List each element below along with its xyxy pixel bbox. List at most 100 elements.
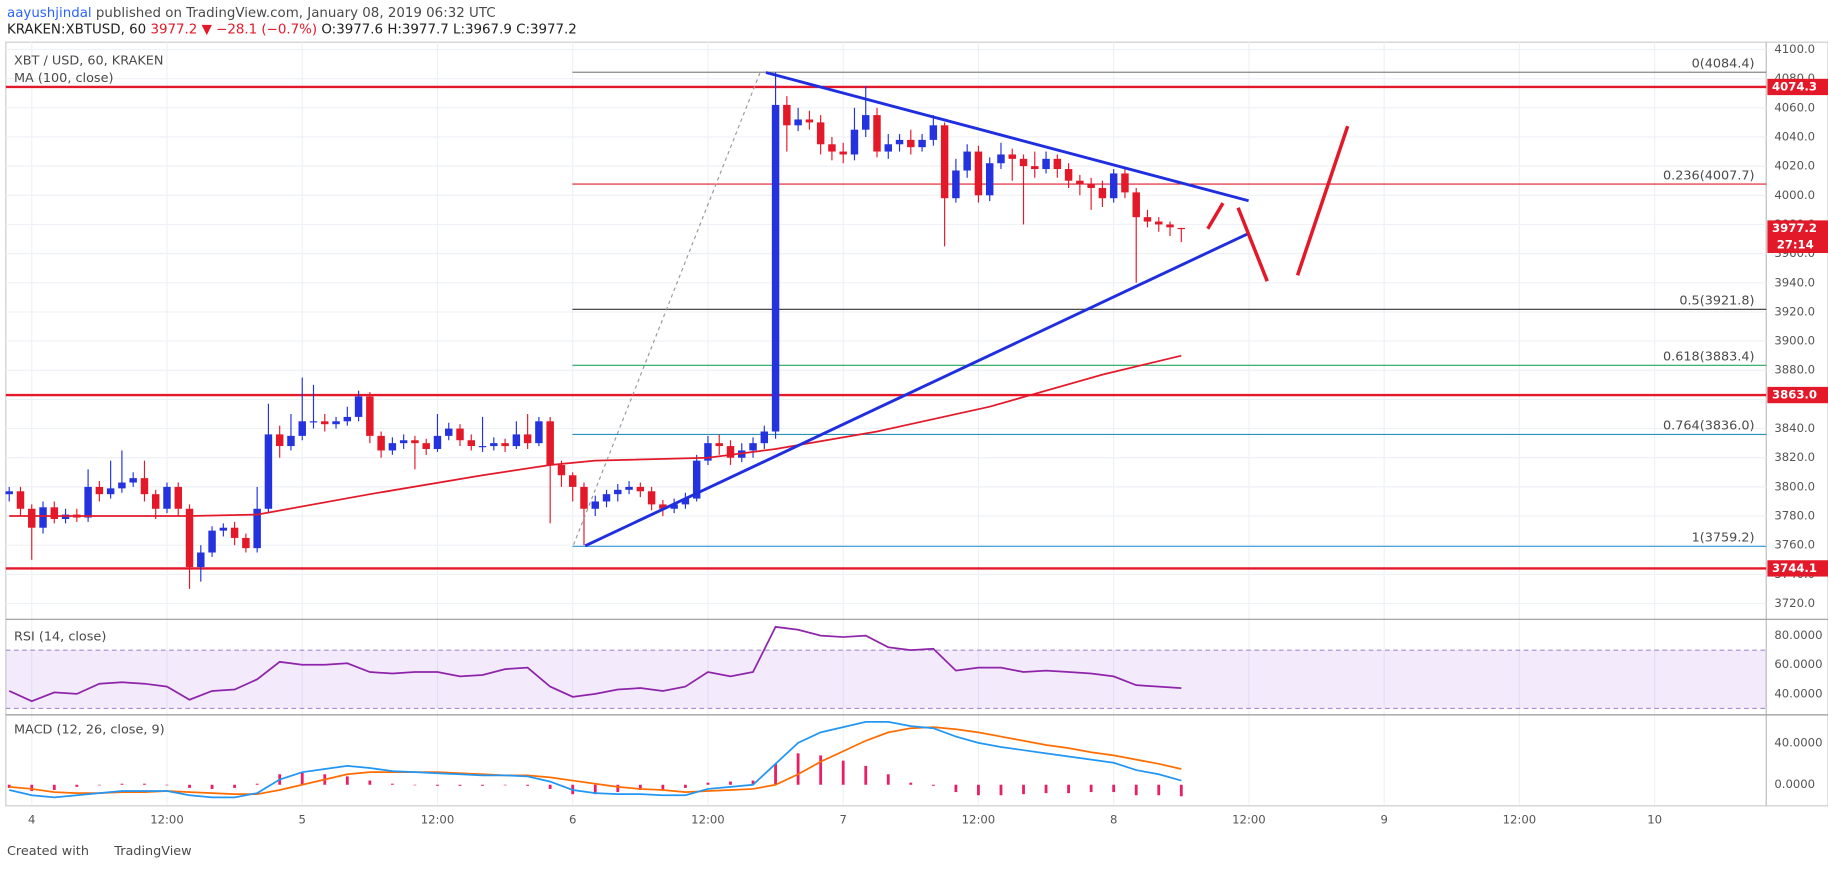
candle-body xyxy=(39,507,47,528)
macd-histogram-bar xyxy=(526,784,530,786)
macd-histogram-bar xyxy=(233,784,237,788)
macd-title: MACD (12, 26, close, 9) xyxy=(14,723,165,738)
candle-body xyxy=(512,434,521,447)
macd-histogram-bar xyxy=(7,784,11,788)
y-tick-label: 3780.0 xyxy=(1774,509,1815,523)
macd-histogram-bar xyxy=(999,784,1003,796)
y-tick-label: 4100.0 xyxy=(1774,42,1815,56)
macd-histogram-bar xyxy=(390,783,394,785)
macd-histogram-bar xyxy=(368,780,372,785)
candle-body xyxy=(208,530,216,553)
candle-body xyxy=(805,119,814,123)
candle-body xyxy=(940,125,949,199)
y-tick-label: 4040.0 xyxy=(1774,129,1815,143)
footer-text: Created with xyxy=(7,844,89,859)
candle-body xyxy=(5,491,13,495)
low: L:3967.9 xyxy=(453,22,512,37)
macd-histogram-bar xyxy=(503,784,507,786)
macd-histogram-bar xyxy=(481,784,484,786)
candle-body xyxy=(140,478,149,495)
candle-body xyxy=(907,139,915,148)
level-badge xyxy=(1767,560,1828,577)
macd-histogram-bar xyxy=(165,784,169,786)
candle-body xyxy=(670,504,678,509)
macd-histogram-bar xyxy=(1044,784,1048,794)
y-tick-label: 3940.0 xyxy=(1774,275,1815,289)
fib-label: 0.618(3883.4) xyxy=(1663,350,1755,365)
candle-body xyxy=(456,428,464,441)
macd-histogram-bar xyxy=(841,760,845,785)
macd-histogram-bar xyxy=(255,783,259,785)
macd-histogram-bar xyxy=(1112,784,1116,793)
candle-body xyxy=(546,421,554,466)
macd-histogram-bar xyxy=(413,784,417,786)
level-badge-label: 3744.1 xyxy=(1772,561,1817,575)
candle-body xyxy=(580,486,588,509)
candle-body xyxy=(1132,192,1140,218)
rsi-line xyxy=(8,625,1182,703)
y-tick-label: 3880.0 xyxy=(1774,363,1815,377)
macd-histogram-bar xyxy=(143,783,146,785)
fib-trend xyxy=(573,72,761,545)
candle-body xyxy=(151,494,160,509)
fib-label: 0.764(3836.0) xyxy=(1663,419,1755,434)
footer-brand[interactable]: TradingView xyxy=(113,844,191,859)
candle-body xyxy=(1053,158,1062,170)
y-tick-label: 60.0000 xyxy=(1774,657,1822,671)
x-tick-label: 7 xyxy=(839,812,846,826)
y-tick-label: 80.0000 xyxy=(1774,628,1822,642)
candle-body xyxy=(478,446,487,448)
y-tick-label: 4000.0 xyxy=(1774,188,1815,202)
candle-body xyxy=(163,486,171,509)
published: published on TradingView.com, January 08… xyxy=(96,6,496,21)
candle-body xyxy=(1166,224,1174,228)
candle-body xyxy=(828,144,836,152)
candle-body xyxy=(16,491,25,509)
y-tick-label: 3720.0 xyxy=(1774,596,1815,610)
author[interactable]: aayushjindal xyxy=(7,6,92,21)
candle-body xyxy=(1155,221,1163,225)
symbol-line: KRAKEN:XBTUSD, 60 3977.2 ▼ −28.1 (−0.7%)… xyxy=(7,22,577,37)
x-tick-label: 9 xyxy=(1380,812,1387,826)
level-badge-label: 4074.3 xyxy=(1772,79,1817,93)
macd-histogram-bar xyxy=(30,784,34,792)
symbol: KRAKEN:XBTUSD, 60 xyxy=(7,22,146,37)
y-tick-label: 3840.0 xyxy=(1774,421,1815,435)
fib-label: 0.236(4007.7) xyxy=(1663,168,1755,183)
candle-body xyxy=(242,537,250,549)
rsi-band xyxy=(5,650,1767,709)
macd-histogram-bar xyxy=(548,784,552,789)
candle-body xyxy=(952,170,960,199)
level-badge xyxy=(1767,386,1828,404)
macd-histogram-bar xyxy=(616,784,620,793)
fib-label: 0.5(3921.8) xyxy=(1679,294,1754,309)
candle-body xyxy=(985,163,994,196)
trend-line-lower xyxy=(584,232,1250,548)
candle-body xyxy=(614,489,622,495)
candle-body xyxy=(535,421,543,444)
candle-body xyxy=(997,154,1005,164)
y-tick-label: 3900.0 xyxy=(1774,334,1815,348)
macd-histogram-bar xyxy=(97,784,101,786)
candle-body xyxy=(963,151,971,171)
frame xyxy=(5,41,1828,807)
candle-body xyxy=(174,486,182,509)
candle-body xyxy=(106,488,115,495)
candle-body xyxy=(850,129,859,155)
candle-body xyxy=(298,421,306,436)
candle-body xyxy=(625,486,633,490)
candle-body xyxy=(895,139,904,145)
candle-body xyxy=(309,421,318,423)
fib-label: 0(4084.4) xyxy=(1692,57,1755,72)
macd-histogram-bar xyxy=(729,781,732,785)
last-price-badge xyxy=(1767,220,1828,254)
candle-body xyxy=(354,396,363,417)
x-tick-label: 4 xyxy=(28,812,35,826)
candle-body xyxy=(929,125,938,140)
candle-body xyxy=(1076,180,1084,184)
chart-title: XBT / USD, 60, KRAKEN xyxy=(14,53,163,68)
candle-body xyxy=(636,486,645,492)
macd-line xyxy=(9,726,1182,796)
macd-histogram-bar xyxy=(819,755,823,785)
y-tick-label: 3800.0 xyxy=(1774,479,1815,493)
